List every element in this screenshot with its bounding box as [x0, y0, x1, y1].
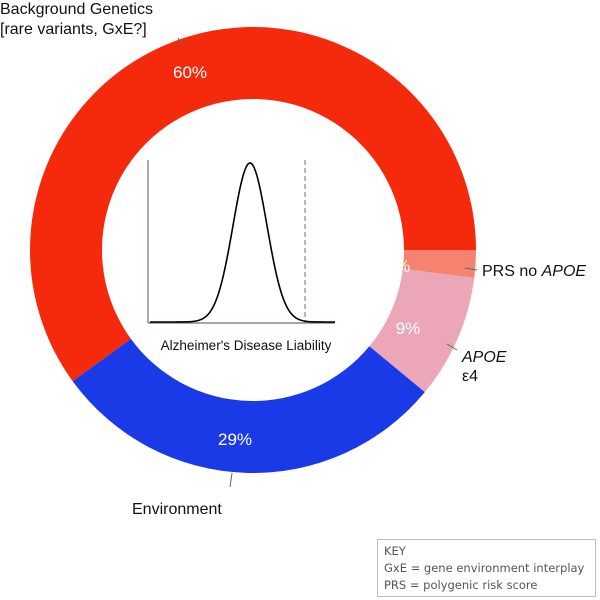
label-apoe: APOE: [461, 349, 507, 366]
label-prs-italic: APOE: [541, 263, 587, 280]
slice-label-background: 60%: [173, 63, 207, 82]
label-apoe-e4: ε4: [462, 368, 478, 385]
label-prs: PRS no APOE: [482, 263, 586, 280]
leader-line-prs: [464, 267, 478, 271]
leader-line-environment: [229, 472, 233, 488]
label-background-line2: [rare variants, GxE?]: [0, 21, 147, 38]
key-gxe: GxE = gene environment interplay: [384, 561, 585, 575]
donut-slice-0: [402, 250, 476, 278]
key-title: KEY: [384, 544, 406, 558]
slice-label-prs: 2%: [386, 257, 411, 276]
leader-line-apoe: [446, 343, 458, 351]
donut-slices: [30, 27, 477, 474]
slice-label-environment: 29%: [218, 430, 252, 449]
slice-label-apoe: 9%: [396, 319, 421, 338]
label-environment: Environment: [132, 501, 222, 518]
donut-slice-2: [72, 338, 425, 474]
inset-x-label: Alzheimer's Disease Liability: [161, 338, 332, 353]
key-prs: PRS = polygenic risk score: [384, 578, 538, 592]
key-box: KEY GxE = gene environment interplay PRS…: [377, 539, 596, 597]
donut-slice-1: [369, 268, 475, 393]
donut-slice-3: [30, 27, 477, 382]
label-background-line1: Background Genetics: [0, 1, 153, 18]
inset-distribution-curve: [150, 162, 335, 323]
leader-line-background: [177, 37, 183, 47]
label-prs-prefix: PRS no: [482, 263, 542, 280]
inset-plot: Alzheimer's Disease Liability: [147, 160, 335, 353]
